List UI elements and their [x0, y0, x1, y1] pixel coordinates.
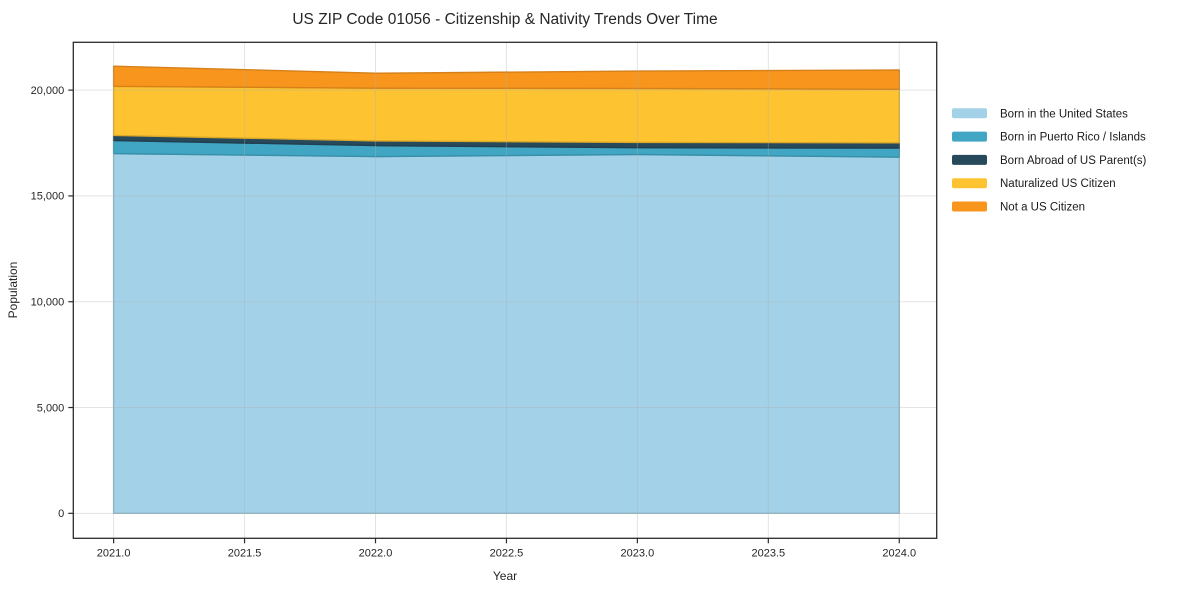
legend-item-born-in-puerto-rico-islands: Born in Puerto Rico / Islands — [952, 131, 1146, 144]
legend-label-born-in-the-united-states: Born in the United States — [1000, 108, 1128, 120]
legend-swatch-naturalized-us-citizen — [952, 178, 987, 189]
x-tick-label-2021.5: 2021.5 — [228, 547, 262, 559]
axis-ticks: 2021.0 2021.5 2022.0 2022.5 2023.0 2023.5 2024… — [31, 85, 916, 559]
legend-item-born-abroad-of-us-parent-s: Born Abroad of US Parent(s) — [952, 154, 1147, 167]
stacked-areas — [112, 65, 900, 514]
y-tick-label-15,000: 15,000 — [31, 191, 65, 203]
legend-label-born-abroad-of-us-parent-s: Born Abroad of US Parent(s) — [1000, 155, 1147, 167]
x-tick-label-2023.5: 2023.5 — [751, 547, 785, 559]
y-tick-label-10,000: 10,000 — [31, 297, 65, 309]
legend-swatch-born-abroad-of-us-parent-s — [952, 154, 987, 165]
x-tick-label-2022.0: 2022.0 — [359, 547, 393, 559]
y-tick-label-0: 0 — [58, 508, 64, 520]
x-axis-label: Year — [493, 569, 517, 583]
y-tick-label-20,000: 20,000 — [31, 85, 65, 97]
legend-item-born-in-the-united-states: Born in the United States — [952, 108, 1128, 120]
x-tick-label-2024.0: 2024.0 — [882, 547, 916, 559]
legend-swatch-born-in-the-united-states — [952, 108, 987, 119]
x-tick-label-2021.0: 2021.0 — [97, 547, 131, 559]
plot-border — [72, 41, 938, 539]
legend-item-not-a-us-citizen: Not a US Citizen — [952, 201, 1085, 214]
y-axis-label: Population — [6, 262, 20, 319]
chart-title: US ZIP Code 01056 - Citizenship & Nativi… — [292, 11, 717, 28]
gridlines — [73, 42, 937, 539]
x-tick-label-2023.0: 2023.0 — [621, 547, 655, 559]
y-tick-label-5,000: 5,000 — [37, 402, 65, 414]
legend: Born in the United States Born in Puerto … — [952, 108, 1147, 214]
area-not-a-us-citizen — [112, 65, 900, 90]
x-tick-label-2022.5: 2022.5 — [490, 547, 524, 559]
legend-label-naturalized-us-citizen: Naturalized US Citizen — [1000, 178, 1116, 190]
legend-swatch-born-in-puerto-rico-islands — [952, 131, 987, 142]
legend-label-not-a-us-citizen: Not a US Citizen — [1000, 202, 1085, 214]
legend-swatch-not-a-us-citizen — [952, 201, 987, 212]
legend-label-born-in-puerto-rico-islands: Born in Puerto Rico / Islands — [1000, 132, 1146, 144]
legend-item-naturalized-us-citizen: Naturalized US Citizen — [952, 178, 1116, 190]
